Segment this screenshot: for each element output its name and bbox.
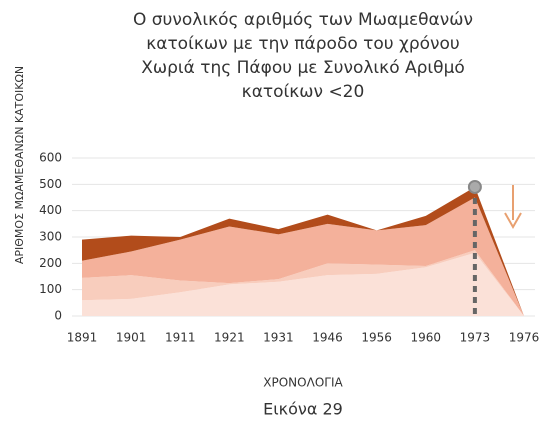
area bbox=[82, 252, 524, 316]
x-tick-label: 1931 bbox=[263, 331, 294, 345]
y-axis-label: ΑΡΙΘΜΟΣ ΜΩΑΜΕΘΑΝΩΝ ΚΑΤΟΙΚΩΝ bbox=[13, 66, 26, 264]
trend-arrow-head bbox=[504, 212, 522, 230]
caption: Εικόνα 29 bbox=[263, 400, 343, 419]
chart-title: Ο συνολικός αριθμός των Μωαμεθανών κατοίκ… bbox=[133, 10, 473, 102]
y-tick-label: 100 bbox=[39, 282, 62, 296]
x-tick-label: 1946 bbox=[312, 331, 343, 345]
x-axis-label: ΧΡΟΝΟΛΟΓΙΑ bbox=[263, 376, 343, 390]
title-line: κατοίκων με την πάροδο του χρόνου bbox=[146, 34, 460, 54]
x-tick-label: 1921 bbox=[214, 331, 245, 345]
area bbox=[82, 186, 524, 316]
x-tick-label: 1973 bbox=[460, 331, 491, 345]
y-tick-label: 600 bbox=[39, 151, 62, 165]
x-tick-label: 1976 bbox=[509, 331, 540, 345]
x-tick-label: 1960 bbox=[411, 331, 442, 345]
x-tick-label: 1911 bbox=[165, 331, 196, 345]
x-tick-label: 1891 bbox=[67, 331, 98, 345]
highlight-marker bbox=[467, 179, 482, 194]
title-line: Χωριά της Πάφου με Συνολικό Αριθμό bbox=[141, 58, 465, 78]
y-tick-label: 500 bbox=[39, 177, 62, 191]
area bbox=[82, 197, 524, 316]
y-tick-label: 400 bbox=[39, 203, 62, 217]
title-line: Ο συνολικός αριθμός των Μωαμεθανών bbox=[133, 10, 473, 30]
x-tick-label: 1956 bbox=[361, 331, 392, 345]
area bbox=[82, 250, 524, 316]
title-line: κατοίκων <20 bbox=[242, 82, 365, 102]
x-tick-label: 1901 bbox=[116, 331, 147, 345]
y-tick-label: 300 bbox=[39, 230, 62, 244]
y-tick-label: 200 bbox=[39, 256, 62, 270]
y-tick-label: 0 bbox=[54, 309, 62, 323]
